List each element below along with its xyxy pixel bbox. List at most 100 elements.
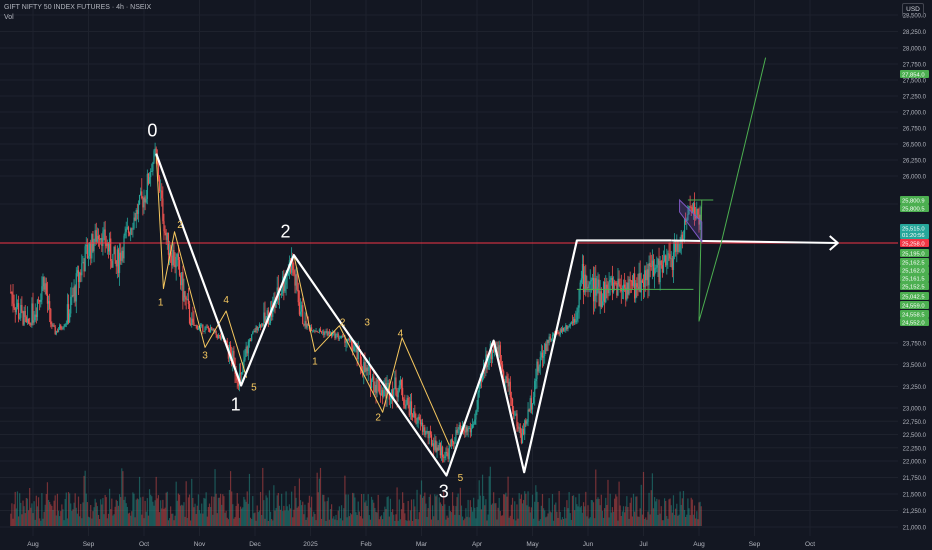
volume-bar [96, 506, 98, 526]
candle-body [656, 264, 658, 268]
volume-bar [156, 498, 158, 526]
volume-bar [274, 510, 276, 526]
volume-bar [99, 518, 101, 526]
candle-body [294, 274, 296, 286]
volume-bar [151, 496, 153, 526]
candle-body [385, 383, 387, 399]
volume-bar [115, 499, 117, 526]
candle-body [681, 234, 683, 241]
volume-bar [281, 493, 283, 526]
volume-bar [87, 516, 90, 526]
candle-body [531, 403, 534, 410]
candle-body [690, 206, 692, 208]
volume-bar [634, 511, 636, 526]
volume-bar [422, 497, 424, 526]
price-badge [900, 318, 929, 326]
candle-body [107, 242, 110, 252]
volume-bar [261, 514, 263, 526]
volume-bar [198, 509, 201, 526]
currency-button[interactable]: USD [902, 3, 924, 17]
candle-body [275, 302, 277, 308]
candle-body [477, 392, 479, 410]
candle-body [147, 173, 150, 184]
volume-bar [190, 520, 192, 526]
candle-body [390, 389, 393, 399]
candle-body [449, 445, 451, 446]
volume-bar [268, 490, 271, 526]
candle-body [628, 279, 630, 295]
candle-body [259, 324, 262, 328]
volume-bar [86, 502, 88, 526]
volume-bar [587, 505, 589, 526]
y-tick-label: 28,000.0 [903, 47, 927, 53]
candle-body [488, 358, 490, 366]
price-badge-label: 25,042.5 [902, 294, 925, 300]
candle-body [614, 282, 616, 284]
volume-bar [298, 478, 300, 526]
volume-bar [257, 512, 259, 526]
volume-bar [112, 515, 114, 526]
candle-body [142, 198, 144, 208]
volume-bar [663, 498, 666, 526]
candle-body [559, 329, 561, 335]
volume-bar [475, 518, 477, 526]
volume-bar [463, 520, 465, 526]
candle-body [249, 340, 252, 341]
volume-bar [352, 492, 354, 526]
candle-body [137, 204, 140, 214]
volume-bar [632, 493, 635, 526]
price-badge [900, 224, 929, 239]
volume-bar [83, 475, 85, 526]
volume-bar [36, 506, 39, 526]
candle-body [629, 279, 631, 281]
candle-body [211, 327, 213, 331]
candle-body [47, 301, 50, 304]
volume-bar [423, 496, 425, 526]
volume-bar [589, 517, 591, 526]
volume-bar [284, 510, 286, 526]
volume-bar [599, 505, 601, 526]
volume-bars [10, 466, 702, 526]
candle-body [32, 303, 34, 323]
volume-bar [359, 516, 362, 526]
candle-body [444, 456, 446, 459]
candle-body [113, 246, 115, 254]
candle-body [218, 335, 221, 337]
volume-bar [639, 508, 641, 526]
candle-body [163, 221, 165, 232]
candle-body [599, 291, 601, 307]
candle-body [611, 277, 614, 293]
candle-body [166, 232, 168, 240]
volume-bar [611, 507, 614, 526]
candle-body [196, 325, 198, 330]
candle-body [551, 334, 554, 339]
price-badge [900, 266, 929, 274]
candle-body [496, 347, 498, 349]
volume-bar [165, 492, 167, 526]
candle-body [130, 228, 132, 235]
volume-bar [567, 508, 569, 526]
volume-bar [655, 501, 657, 526]
volume-bar [398, 499, 400, 526]
volume-bar [693, 505, 696, 526]
volume-bar [577, 506, 579, 526]
candle-body [87, 256, 90, 259]
volume-bar [640, 484, 642, 526]
volume-bar [124, 496, 126, 526]
volume-bar [528, 506, 530, 526]
candle-body [350, 339, 353, 346]
candle-body [295, 274, 297, 286]
volume-bar [393, 514, 395, 526]
candle-body [470, 428, 473, 433]
volume-bar [255, 520, 257, 526]
volume-bar [245, 501, 247, 526]
volume-bar [176, 500, 178, 526]
candle-body [671, 258, 673, 270]
volume-bar [103, 514, 105, 526]
candle-body [180, 275, 182, 286]
candle-body [328, 331, 330, 334]
candle-body [12, 294, 14, 304]
candle-body [186, 298, 188, 300]
candle-body [677, 241, 679, 252]
